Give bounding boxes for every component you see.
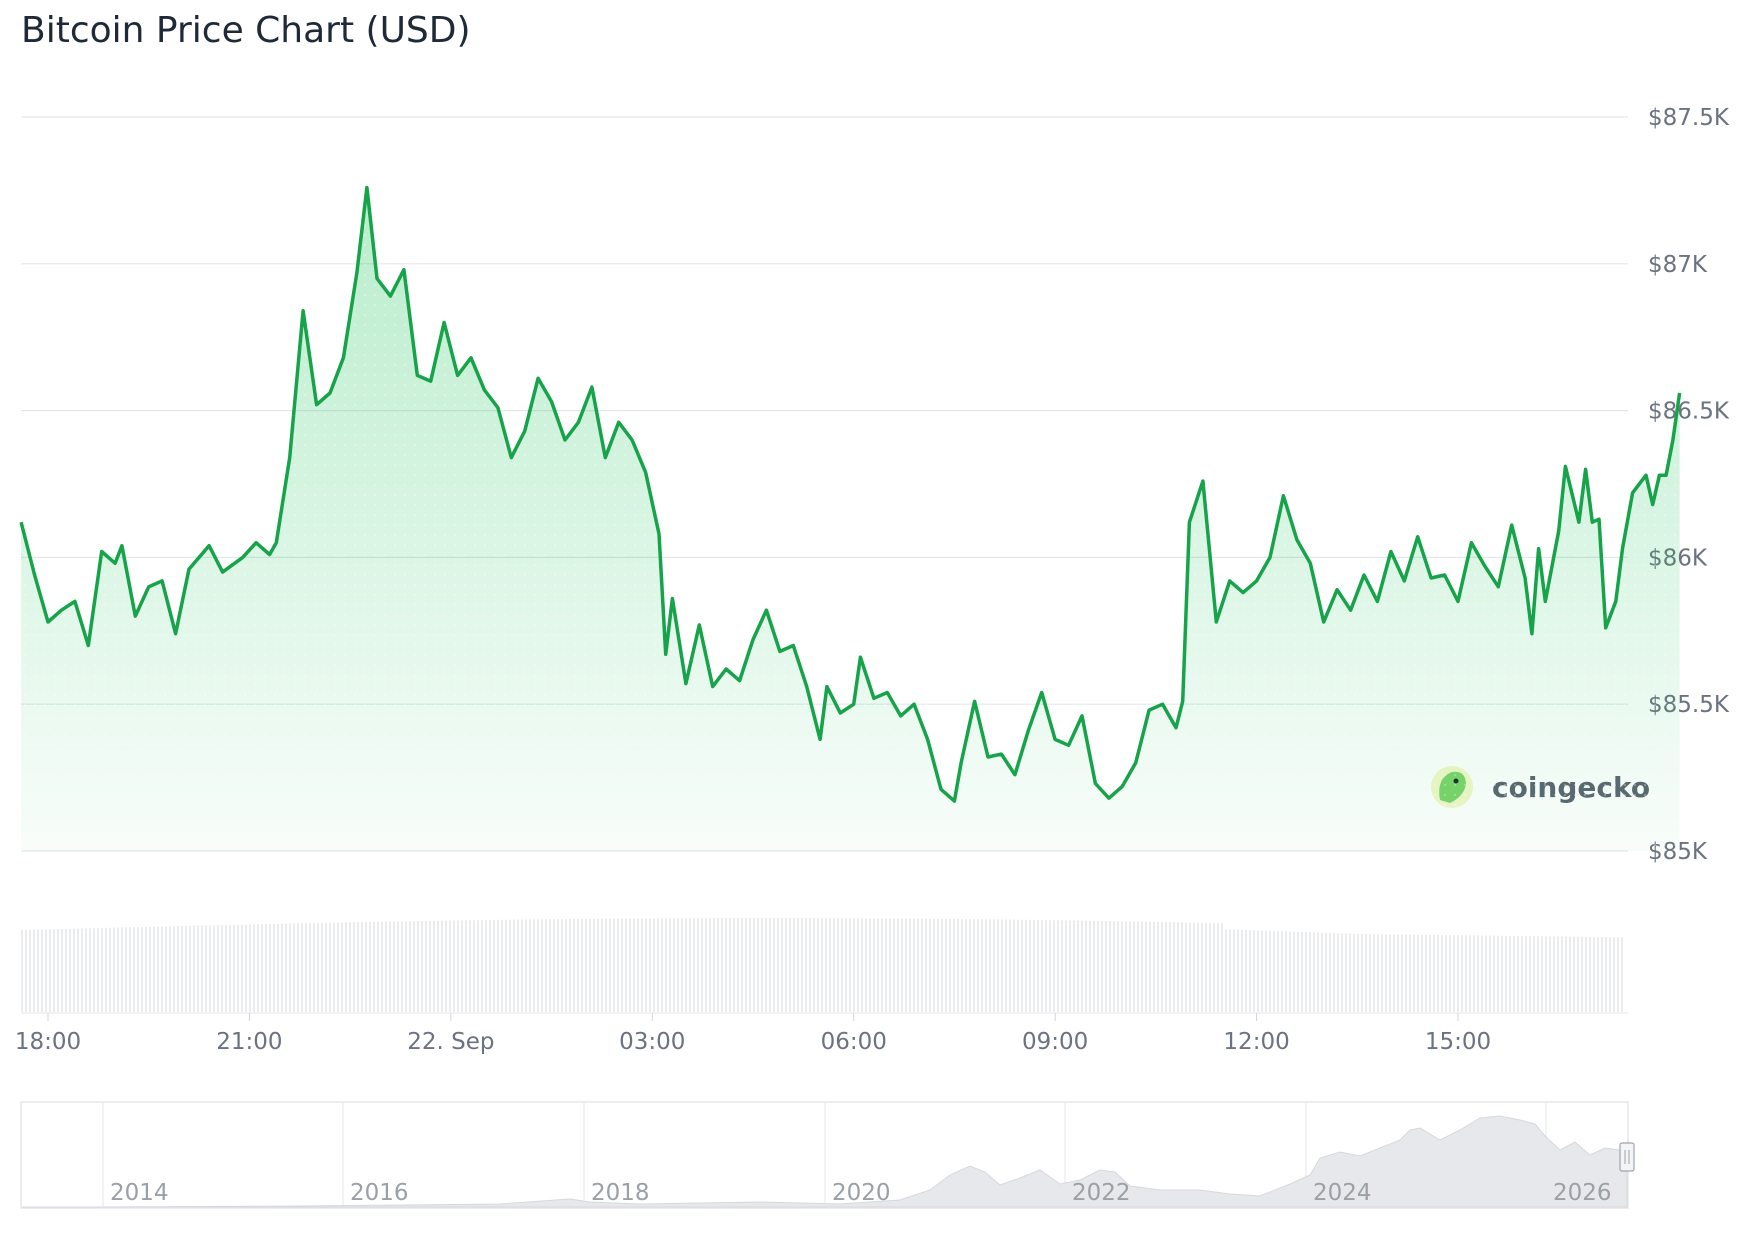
x-tick-label: 21:00: [216, 1029, 282, 1055]
x-tick-label: 15:00: [1425, 1029, 1491, 1055]
x-tick-label: 09:00: [1022, 1029, 1088, 1055]
navigator-year-label: 2016: [350, 1180, 409, 1206]
navigator-year-label: 2018: [591, 1180, 650, 1206]
x-tick-label: 22. Sep: [407, 1029, 494, 1055]
x-tick-label: 03:00: [619, 1029, 685, 1055]
y-tick-label: $87K: [1648, 252, 1708, 278]
x-axis-labels: 18:00 21:00 22. Sep 03:00 06:00 09:00 12:00 15:…: [15, 1013, 1491, 1055]
navigator-year-label: 2014: [110, 1180, 169, 1206]
x-tick-label: 12:00: [1223, 1029, 1289, 1055]
price-area-dots: [21, 187, 1680, 851]
y-tick-label: $87.5K: [1648, 105, 1730, 131]
navigator-handle[interactable]: [1619, 1142, 1635, 1172]
price-line[interactable]: [19, 185, 1682, 803]
chart-title: Bitcoin Price Chart (USD): [21, 10, 471, 51]
volume-bars: [21, 918, 1623, 1012]
y-tick-label: $86.5K: [1648, 399, 1730, 425]
navigator-year-label: 2026: [1553, 1180, 1612, 1206]
navigator-year-label: 2022: [1072, 1180, 1131, 1206]
x-tick-label: 06:00: [821, 1029, 887, 1055]
navigator-area: [22, 1115, 1628, 1208]
navigator-year-label: 2024: [1313, 1180, 1372, 1206]
navigator[interactable]: 2014 2016 2018 2020 2022 2024 2026: [20, 1101, 1635, 1209]
x-tick-label: 18:00: [15, 1029, 81, 1055]
navigator-year-label: 2020: [832, 1180, 891, 1206]
navigator-labels: 2014 2016 2018 2020 2022 2024 2026: [110, 1180, 1612, 1206]
